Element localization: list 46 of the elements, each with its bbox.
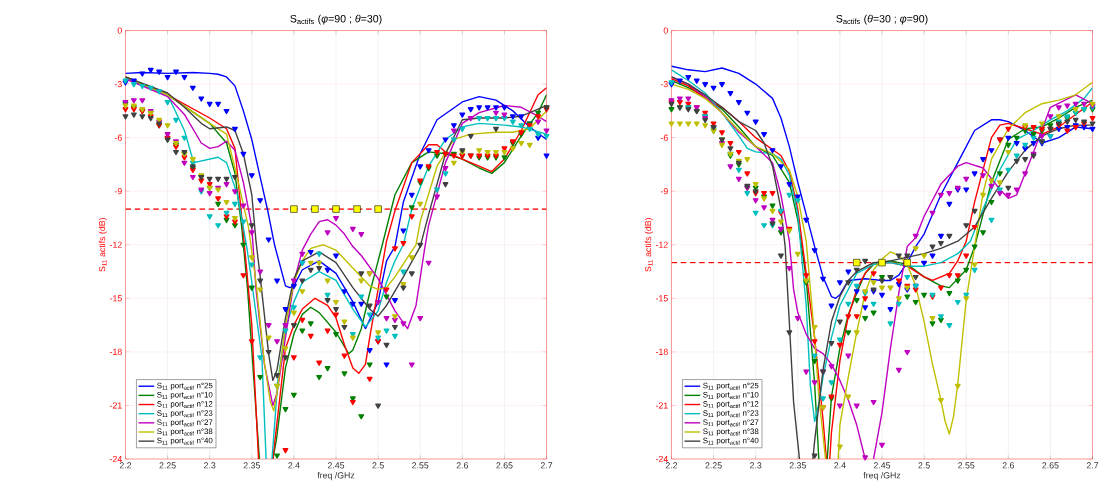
- y-tick-label: 0: [117, 27, 122, 34]
- y-tick-label: -9: [660, 188, 668, 195]
- x-tick-label: 2.2: [119, 462, 132, 469]
- y-axis-title: S$_{11}$ actifs (dB): [644, 218, 653, 272]
- x-tick-label: 2.45: [327, 462, 345, 469]
- x-tick-label: 2.25: [159, 462, 176, 469]
- y-tick-label: -15: [109, 295, 122, 302]
- y-tick-label: -21: [655, 402, 668, 409]
- x-tick-label: 2.7: [540, 462, 553, 469]
- y-tick-label: -12: [109, 241, 122, 249]
- x-tick-label: 2.65: [496, 462, 513, 469]
- x-tick-label: 2.5: [918, 462, 930, 469]
- y-tick-label: -3: [660, 81, 668, 88]
- y-tick-label: -9: [114, 188, 122, 195]
- y-tick-label: -6: [114, 134, 122, 141]
- x-tick-label: 2.35: [789, 462, 806, 469]
- x-tick-label: 2.2: [665, 462, 678, 469]
- x-tick-label: 2.25: [705, 462, 722, 469]
- y-tick-label: -21: [109, 402, 122, 409]
- y-tick-label: 0: [663, 27, 668, 34]
- y-tick-label: -18: [109, 348, 122, 356]
- x-tick-label: 2.5: [372, 462, 384, 469]
- x-tick-label: 2.7: [1086, 462, 1099, 469]
- x-tick-label: 2.55: [412, 462, 429, 469]
- chart-title: S$_{actifs}$ (θ=30 ; φ=90): [836, 14, 928, 25]
- x-tick-label: 2.55: [958, 462, 975, 469]
- x-tick-label: 2.6: [1002, 462, 1015, 469]
- x-tick-label: 2.4: [834, 462, 846, 469]
- chart-title: S$_{actifs}$ (φ=90 ; θ=30): [290, 14, 382, 25]
- x-tick-label: 2.35: [243, 462, 260, 469]
- y-tick-label: -3: [114, 81, 122, 88]
- y-tick-label: -6: [660, 134, 668, 141]
- y-tick-label: -12: [655, 241, 668, 249]
- x-tick-label: 2.6: [456, 462, 469, 469]
- x-axis-title: freq /GHz: [317, 472, 355, 481]
- x-tick-label: 2.4: [288, 462, 300, 469]
- y-axis-title: S$_{11}$ actifs (dB): [98, 218, 107, 272]
- y-tick-label: -24: [655, 456, 668, 463]
- y-tick-label: -18: [655, 348, 668, 356]
- y-tick-label: -15: [655, 295, 668, 302]
- x-tick-label: 2.65: [1042, 462, 1059, 469]
- x-tick-label: 2.3: [204, 462, 216, 469]
- x-tick-label: 2.45: [873, 462, 891, 469]
- y-tick-label: -24: [109, 456, 122, 463]
- x-axis-title: freq /GHz: [863, 472, 901, 481]
- x-tick-label: 2.3: [750, 462, 762, 469]
